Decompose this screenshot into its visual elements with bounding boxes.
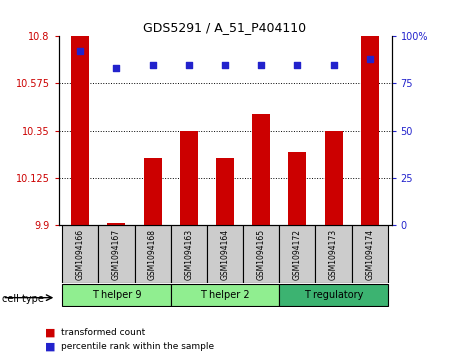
Text: GSM1094167: GSM1094167 [112,229,121,280]
Point [366,56,373,62]
Bar [243,225,279,283]
Bar [62,284,171,306]
Bar [324,131,342,363]
Bar [288,152,306,363]
Bar [171,284,279,306]
Bar [216,158,234,363]
Text: percentile rank within the sample: percentile rank within the sample [61,342,214,351]
Bar [352,225,388,283]
Point [294,62,301,68]
Text: GSM1094172: GSM1094172 [293,229,302,280]
Text: T regulatory: T regulatory [304,290,363,300]
Text: cell type: cell type [2,294,44,305]
Point [221,62,229,68]
Bar [252,114,270,363]
Bar [361,36,379,363]
Bar [279,225,315,283]
Bar [135,225,171,283]
Title: GDS5291 / A_51_P404110: GDS5291 / A_51_P404110 [144,21,306,34]
Text: GSM1094166: GSM1094166 [76,229,85,280]
Bar [71,36,89,363]
Text: T helper 2: T helper 2 [200,290,250,300]
Point [257,62,265,68]
Text: GSM1094164: GSM1094164 [220,229,230,280]
Text: ■: ■ [45,327,55,337]
Bar [144,158,162,363]
Bar [315,225,352,283]
Text: transformed count: transformed count [61,328,145,337]
Bar [108,223,126,363]
Text: ■: ■ [45,342,55,352]
Bar [98,225,135,283]
Bar [62,225,98,283]
Bar [207,225,243,283]
Bar [279,284,388,306]
Bar [180,131,198,363]
Bar [171,225,207,283]
Text: GSM1094174: GSM1094174 [365,229,374,280]
Point [330,62,337,68]
Text: GSM1094163: GSM1094163 [184,229,194,280]
Text: T helper 9: T helper 9 [92,290,141,300]
Text: GSM1094173: GSM1094173 [329,229,338,280]
Point [76,49,84,54]
Text: GSM1094165: GSM1094165 [256,229,266,280]
Point [113,65,120,71]
Text: GSM1094168: GSM1094168 [148,229,157,280]
Point [149,62,156,68]
Point [185,62,193,68]
